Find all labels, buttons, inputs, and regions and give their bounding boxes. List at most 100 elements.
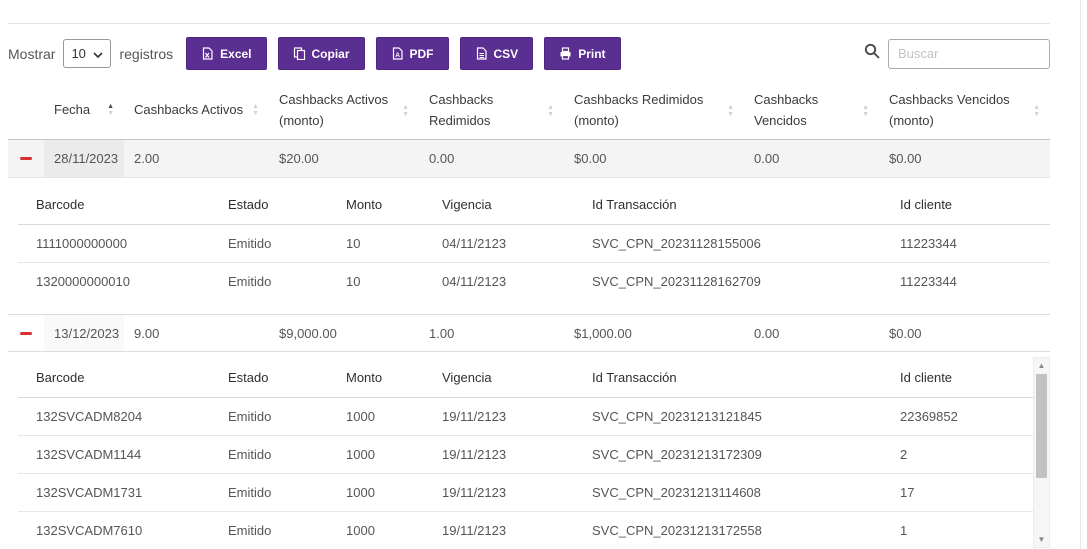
detail-column-monto: Monto xyxy=(346,196,383,212)
detail-column-id-cliente: Id cliente xyxy=(900,196,953,212)
detail-cell-estado: Emitido xyxy=(228,236,272,251)
detail-header-row: Barcode Estado Monto Vigencia Id Transac… xyxy=(18,184,1050,224)
cell-fecha: 13/12/2023 xyxy=(44,315,124,351)
detail-cell-id-transaccion: SVC_CPN_20231128162709 xyxy=(592,274,761,289)
column-label: Cashbacks Redimidos xyxy=(429,92,494,128)
svg-text:A: A xyxy=(395,52,400,59)
column-header-cashbacks-activos-monto[interactable]: Cashbacks Activos (monto) ▲ ▼ xyxy=(269,82,419,138)
cell-cashbacks-redimidos-monto: $0.00 xyxy=(574,151,607,166)
sort-icons: ▲ ▼ xyxy=(862,104,869,118)
print-button-label: Print xyxy=(578,46,606,61)
detail-scrollbar-track[interactable]: ▲ ▼ xyxy=(1033,357,1050,548)
minus-icon xyxy=(20,157,32,160)
column-header-cashbacks-vencidos-monto[interactable]: Cashbacks Vencidos (monto) ▲ ▼ xyxy=(879,82,1050,138)
detail-cell-id-transaccion: SVC_CPN_20231213114608 xyxy=(592,485,761,500)
export-buttons: Excel Copiar A PDF xyxy=(186,37,621,70)
detail-cell-monto: 10 xyxy=(346,236,361,251)
detail-cell-monto: 1000 xyxy=(346,523,375,538)
records-label: registros xyxy=(119,45,174,62)
detail-cell-estado: Emitido xyxy=(228,447,272,462)
pdf-icon: A xyxy=(391,47,404,60)
page-length-select[interactable]: 10 xyxy=(63,39,112,68)
chevron-down-icon xyxy=(93,46,104,61)
table-header-row: Fecha ▲ ▼ Cashbacks Activos ▲ ▼ Cashbacks … xyxy=(8,82,1050,140)
cell-cashbacks-activos-monto: $20.00 xyxy=(279,151,319,166)
detail-column-vigencia: Vigencia xyxy=(442,369,492,385)
column-header-cashbacks-vencidos[interactable]: Cashbacks Vencidos ▲ ▼ xyxy=(744,82,879,138)
datatable-wrapper: Mostrar 10 registros Excel xyxy=(8,23,1050,548)
detail-cell-vigencia: 04/11/2123 xyxy=(442,236,507,251)
detail-scrollbar-thumb[interactable] xyxy=(1036,374,1047,478)
scroll-up-icon[interactable]: ▲ xyxy=(1037,361,1046,370)
detail-column-id-cliente: Id cliente xyxy=(900,369,953,385)
cell-cashbacks-redimidos-monto: $1,000.00 xyxy=(574,325,632,341)
sort-asc-icon: ▲ xyxy=(862,103,869,111)
detail-column-id-transaccion: Id Transacción xyxy=(592,369,677,385)
search-input[interactable] xyxy=(888,38,1050,69)
detail-cell-barcode: 132SVCADM1731 xyxy=(36,485,143,500)
detail-table: Barcode Estado Monto Vigencia Id Transac… xyxy=(18,184,1050,300)
column-header-cashbacks-activos[interactable]: Cashbacks Activos ▲ ▼ xyxy=(124,92,269,128)
detail-cell-monto: 1000 xyxy=(346,485,375,500)
detail-column-barcode: Barcode xyxy=(36,369,85,385)
pdf-button[interactable]: A PDF xyxy=(375,37,449,70)
cell-cashbacks-redimidos: 0.00 xyxy=(429,151,455,166)
sort-icons: ▲ ▼ xyxy=(727,104,734,118)
detail-cell-id-cliente: 1 xyxy=(900,523,908,538)
detail-cell-estado: Emitido xyxy=(228,485,272,500)
print-button[interactable]: Print xyxy=(544,37,621,70)
minus-icon xyxy=(20,331,32,335)
cell-cashbacks-activos: 9.00 xyxy=(134,325,160,341)
detail-cell-barcode: 132SVCADM7610 xyxy=(36,523,143,538)
search-icon xyxy=(864,43,881,65)
cell-cashbacks-vencidos: 0.00 xyxy=(754,325,780,341)
print-icon xyxy=(559,47,572,60)
detail-cell-id-transaccion: SVC_CPN_20231213121845 xyxy=(592,409,762,424)
cell-cashbacks-vencidos-monto: $0.00 xyxy=(889,151,922,166)
copy-button-label: Copiar xyxy=(311,46,350,61)
detail-cell-barcode: 1320000000010 xyxy=(36,274,130,289)
sort-desc-icon: ▼ xyxy=(727,110,734,118)
sort-desc-icon: ▼ xyxy=(547,110,554,118)
detail-cell-vigencia: 19/11/2123 xyxy=(442,485,507,500)
table-toolbar: Mostrar 10 registros Excel xyxy=(8,24,1050,70)
detail-cell-id-cliente: 11223344 xyxy=(900,274,957,289)
detail-column-estado: Estado xyxy=(228,369,269,385)
sort-desc-icon: ▼ xyxy=(862,110,869,118)
excel-icon xyxy=(201,47,214,60)
column-label: Cashbacks Redimidos (monto) xyxy=(574,92,704,128)
column-label: Cashbacks Activos (monto) xyxy=(279,92,389,128)
excel-button[interactable]: Excel xyxy=(186,37,267,70)
table-row: 13/12/2023 9.00 $9,000.00 1.00 $1,000.00… xyxy=(8,314,1050,352)
detail-cell-id-cliente: 2 xyxy=(900,447,908,462)
detail-column-barcode: Barcode xyxy=(36,196,85,212)
collapse-row-button[interactable] xyxy=(16,153,36,164)
sort-icons: ▲ ▼ xyxy=(252,103,259,117)
detail-cell-vigencia: 19/11/2123 xyxy=(442,447,507,462)
detail-cell-vigencia: 19/11/2123 xyxy=(442,409,507,424)
cell-cashbacks-vencidos: 0.00 xyxy=(754,151,780,166)
detail-cell-estado: Emitido xyxy=(228,274,272,289)
detail-cell-vigencia: 19/11/2123 xyxy=(442,523,507,538)
sort-asc-icon: ▲ xyxy=(1033,103,1040,111)
detail-row: 1111000000000 Emitido 10 04/11/2123 SVC_… xyxy=(18,224,1050,262)
sort-asc-icon: ▲ xyxy=(402,103,409,111)
detail-cell-estado: Emitido xyxy=(228,409,272,424)
column-header-control xyxy=(8,103,44,119)
csv-button[interactable]: CSV xyxy=(459,37,534,70)
detail-cell-id-cliente: 22369852 xyxy=(900,409,958,424)
column-header-fecha[interactable]: Fecha ▲ ▼ xyxy=(44,92,124,128)
detail-row: 132SVCADM8204 Emitido 1000 19/11/2123 SV… xyxy=(18,397,1033,435)
column-label: Cashbacks Vencidos (monto) xyxy=(889,92,1010,128)
detail-cell-monto: 1000 xyxy=(346,409,375,424)
page-scrollbar-track[interactable] xyxy=(1080,0,1087,549)
show-label: Mostrar xyxy=(8,45,56,62)
copy-button[interactable]: Copiar xyxy=(277,37,365,70)
column-header-cashbacks-redimidos-monto[interactable]: Cashbacks Redimidos (monto) ▲ ▼ xyxy=(564,82,744,138)
pdf-button-label: PDF xyxy=(409,46,434,61)
column-header-cashbacks-redimidos[interactable]: Cashbacks Redimidos ▲ ▼ xyxy=(419,82,564,138)
detail-row: 132SVCADM1731 Emitido 1000 19/11/2123 SV… xyxy=(18,473,1033,511)
scroll-down-icon[interactable]: ▼ xyxy=(1037,535,1046,544)
collapse-row-button[interactable] xyxy=(16,328,36,339)
